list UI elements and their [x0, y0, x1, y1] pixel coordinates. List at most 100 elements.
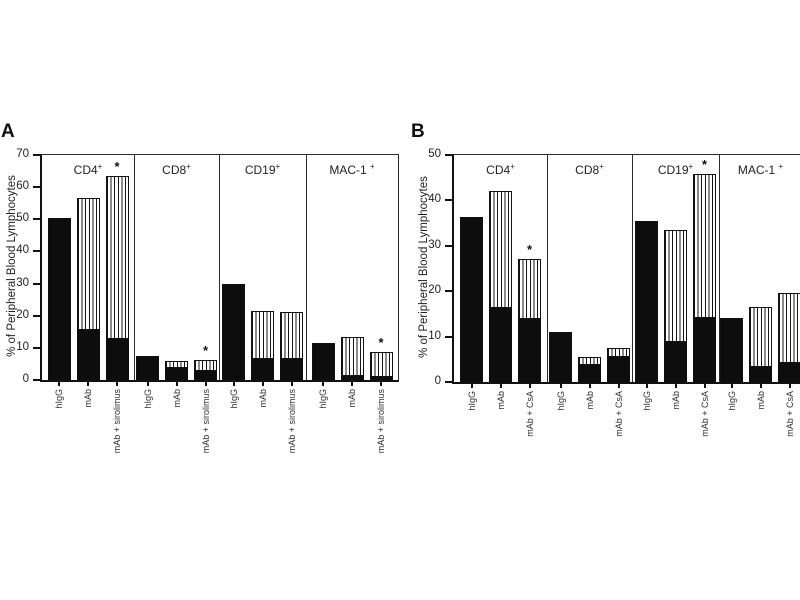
condition-label: mAb [584, 391, 595, 410]
condition-label: mAb [257, 389, 268, 408]
stacked-bar [489, 191, 512, 382]
y-axis-tick [33, 154, 40, 156]
condition-label: mAb [670, 391, 681, 410]
stacked-bar [693, 174, 716, 382]
bar-solid-segment [778, 361, 800, 382]
x-axis-tick [730, 384, 733, 388]
group-divider [631, 155, 633, 382]
panel-a-plot-area: 0 10 20 30 40 50 60 70 CD4+ hIgG mAb * mAb + sirolim… [16, 148, 399, 453]
y-axis-tick-label: 0 [22, 373, 29, 385]
condition-label: mAb [495, 391, 506, 410]
y-axis-tick-label: 40 [428, 193, 441, 206]
y-axis-tick-label: 20 [16, 308, 29, 321]
stacked-bar [664, 229, 687, 382]
condition-label: mAb [83, 389, 93, 408]
stacked-bar [460, 217, 483, 382]
stacked-bar [251, 310, 274, 380]
stacked-bar [578, 357, 601, 382]
y-axis-tick [33, 218, 40, 221]
y-axis-tick-label: 10 [428, 329, 441, 342]
stacked-bar [311, 343, 335, 380]
bar-solid-segment [578, 363, 601, 382]
group-divider [546, 155, 548, 382]
condition-label: hIgG [54, 389, 64, 409]
significance-asterisk: * [202, 343, 209, 359]
stacked-bar [635, 220, 658, 382]
bar-solid-segment [76, 328, 100, 380]
group-divider [133, 155, 135, 380]
y-axis-tick [445, 335, 452, 338]
x-axis-tick [290, 382, 293, 386]
bar-solid-segment [693, 317, 716, 382]
group-divider [218, 155, 220, 380]
x-axis-tick [499, 384, 502, 388]
y-axis-tick [33, 314, 40, 317]
x-axis-tick [351, 382, 353, 386]
y-axis-tick [33, 346, 40, 349]
x-axis-tick [116, 382, 118, 386]
x-axis-tick [175, 382, 178, 386]
x-axis-tick [788, 384, 791, 388]
bar-solid-segment [340, 375, 364, 380]
stacked-bar [369, 352, 393, 380]
x-axis-tick [322, 382, 324, 386]
group-divider [305, 155, 307, 380]
condition-label: mAb + CsA [613, 391, 624, 437]
panel-a-letter: A [1, 121, 15, 142]
bar-solid-segment [105, 338, 129, 380]
condition-label: mAb + sirolimus [376, 389, 386, 454]
bar-solid-segment [251, 357, 274, 380]
x-axis-tick [703, 384, 706, 388]
y-axis-tick-label: 10 [16, 340, 29, 353]
x-axis-tick [588, 384, 591, 388]
condition-label: hIgG [726, 391, 737, 411]
stacked-bar [222, 283, 245, 380]
panel-b-plot-area: 0 10 20 30 40 50 CD4+ hIgG mAb * mAb + CsA CD8+ hIgG… [428, 148, 800, 437]
group-label: CD19+ [244, 162, 281, 177]
x-axis-tick [87, 382, 89, 386]
x-axis-tick [759, 384, 762, 388]
y-axis-tick [445, 199, 452, 202]
condition-label: mAb + CsA [524, 391, 535, 437]
stacked-bar [749, 307, 772, 382]
bar-solid-segment [749, 366, 772, 382]
x-axis-tick [617, 384, 620, 388]
y-axis-tick-label: 30 [16, 276, 29, 289]
condition-label: hIgG [228, 389, 239, 409]
y-axis-tick-label: 50 [428, 148, 441, 160]
stacked-bar [607, 347, 630, 382]
significance-asterisk: * [378, 335, 384, 351]
bar-solid-segment [369, 375, 393, 380]
y-axis-tick-label: 40 [16, 244, 29, 257]
y-axis-tick [33, 186, 40, 189]
x-axis-tick [470, 384, 473, 388]
x-axis-tick [204, 382, 207, 386]
stacked-bar [778, 293, 800, 382]
group-label: CD4+ [486, 162, 515, 177]
bar-solid-segment [165, 367, 188, 380]
stacked-bar [76, 198, 100, 380]
y-axis-tick [445, 290, 452, 293]
y-axis-tick-label: 30 [428, 238, 441, 251]
condition-label: hIgG [466, 391, 477, 411]
significance-asterisk: * [526, 241, 533, 257]
bar-solid-segment [489, 307, 512, 382]
condition-label: mAb [347, 389, 357, 408]
condition-label: hIgG [555, 391, 566, 411]
bar-solid-segment [664, 341, 687, 382]
stacked-bar [280, 311, 303, 380]
y-axis-tick-label: 70 [16, 148, 29, 160]
y-axis-tick [445, 244, 452, 247]
stacked-bar [165, 360, 188, 380]
y-axis-tick [33, 250, 40, 253]
stacked-bar [47, 217, 71, 380]
group-label: CD8+ [162, 162, 191, 177]
condition-label: hIgG [318, 389, 328, 409]
bar-solid-segment [194, 370, 217, 380]
condition-label: mAb [755, 391, 766, 410]
x-axis-tick [261, 382, 264, 386]
group-label: MAC-1 + [329, 162, 375, 177]
group-label: MAC-1 + [737, 162, 784, 177]
condition-label: mAb + sirolimus [286, 389, 297, 454]
